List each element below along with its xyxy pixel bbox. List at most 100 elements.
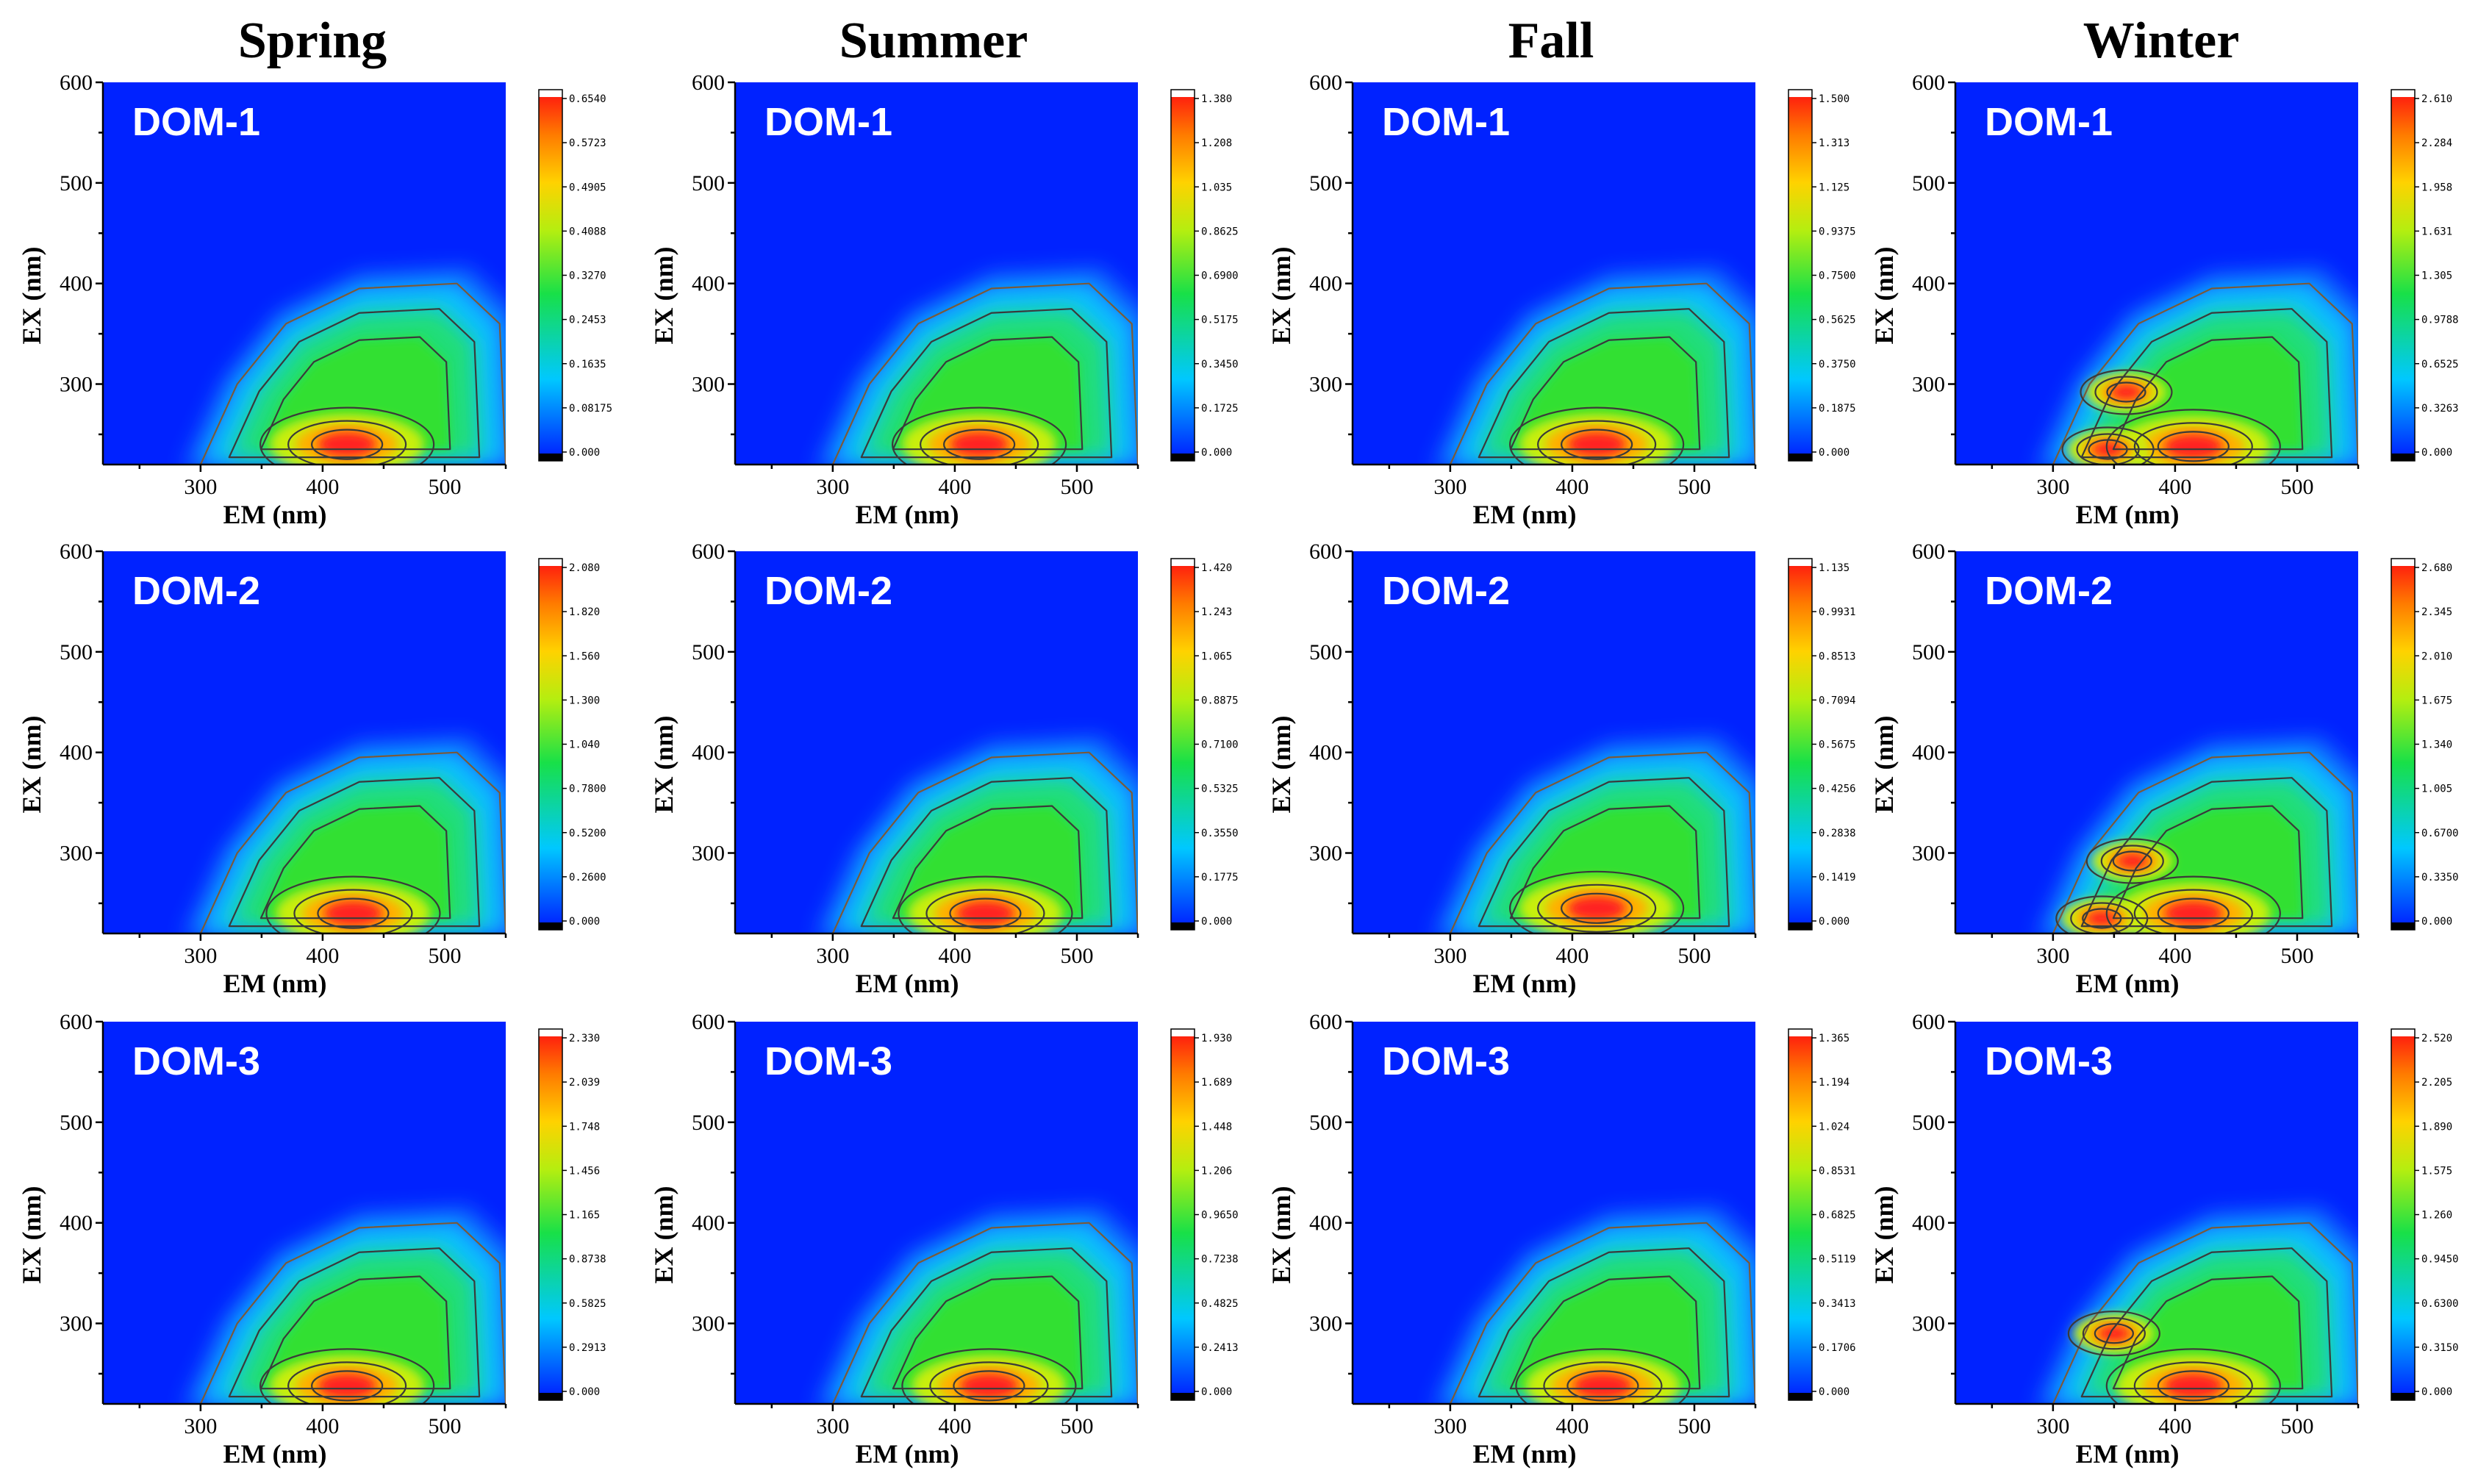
y-tick-label: 500: [1912, 171, 1945, 196]
contour-line: [2112, 850, 2152, 872]
contour-line: [831, 282, 1138, 465]
contour-line: [265, 875, 441, 933]
y-axis-title: EX (nm): [1869, 1186, 1899, 1284]
colorbar-label: 0.6300: [2421, 1298, 2459, 1310]
y-tick-label: 300: [1309, 1312, 1342, 1336]
contour-line: [2055, 895, 2149, 933]
colorbar-label: 0.8531: [1819, 1165, 1856, 1177]
colorbar-cap: [2391, 90, 2415, 97]
contour-line: [317, 897, 390, 929]
colorbar-gradient: [1171, 90, 1195, 461]
colorbar-label: 0.8625: [1201, 226, 1239, 237]
colorbar-gradient: [1171, 1029, 1195, 1400]
x-tick-label: 300: [184, 944, 217, 968]
x-tick-label: 500: [2280, 475, 2313, 499]
colorbar-label: 1.748: [569, 1121, 600, 1133]
contour-line: [860, 777, 1113, 928]
x-tick-label: 400: [1555, 475, 1589, 499]
colorbar-label: 0.8513: [1819, 650, 1856, 662]
y-tick-label: 400: [60, 272, 93, 296]
x-axis-title: EM (nm): [856, 1439, 959, 1469]
colorbar-label: 0.000: [1201, 1386, 1232, 1398]
colorbar-gradient: [1788, 90, 1812, 461]
contour-line: [259, 406, 435, 465]
x-axis-title: EM (nm): [2076, 500, 2180, 529]
x-tick-label: 300: [1433, 475, 1467, 499]
contour-line: [2105, 1348, 2281, 1404]
contour-line: [2112, 805, 2304, 920]
panel-label: DOM-2: [764, 569, 892, 613]
colorbar-gradient: [539, 90, 562, 461]
colorbar-label: 0.2913: [569, 1342, 606, 1354]
colorbar-label: 0.3550: [1201, 828, 1239, 839]
season-titles: Spring Summer Fall Winter: [238, 12, 2239, 69]
contour-line: [949, 897, 1022, 929]
contour-line: [2112, 1275, 2304, 1390]
y-tick-label: 600: [1309, 71, 1342, 95]
colorbar-label: 1.930: [1201, 1033, 1232, 1044]
y-tick-label: 400: [692, 1211, 725, 1236]
contour-line: [2082, 908, 2122, 929]
colorbar: 1.930 1.689 1.448 1.206 0.9650 0.7238 0.4825 0.…: [1170, 1028, 1239, 1401]
contour-line: [2157, 1370, 2230, 1402]
contour-line: [892, 805, 1084, 920]
peak-max: [2163, 434, 2223, 459]
colorbar-label: 0.1419: [1819, 872, 1856, 883]
colorbar-label: 0.6900: [1201, 270, 1239, 282]
colorbar-cap: [1788, 559, 1812, 566]
contour-line: [1449, 282, 1755, 465]
contour-line: [2133, 1361, 2253, 1404]
colorbar-label: 0.9650: [1201, 1210, 1239, 1222]
contour-line: [2100, 845, 2164, 878]
x-tick-label: 400: [938, 475, 971, 499]
y-tick-label: 500: [692, 1111, 725, 1135]
x-tick-label: 500: [1677, 944, 1711, 968]
colorbar-floor: [1171, 922, 1195, 930]
contour-line: [2080, 1247, 2333, 1398]
colorbar-label: 2.080: [569, 562, 600, 574]
contour-line: [860, 1247, 1113, 1398]
colorbar-label: 2.039: [569, 1077, 600, 1089]
colorbar-label: 0.3450: [1201, 359, 1239, 370]
contour-line: [860, 308, 1113, 459]
x-axis-title: EM (nm): [1473, 969, 1577, 998]
panel-summer-dom-2: 300 400 500 300 400 500 600 EM (nm) EX (nm) DOM-2…: [649, 540, 1239, 998]
panel-label: DOM-3: [1985, 1039, 2113, 1083]
y-tick-label: 300: [692, 1312, 725, 1336]
y-tick-label: 600: [692, 71, 725, 95]
colorbar-label: 1.631: [2421, 226, 2452, 237]
green-region: [1510, 1276, 1700, 1389]
colorbar-label: 1.165: [569, 1210, 600, 1222]
panel-summer-dom-1: 300 400 500 300 400 500 600 EM (nm) EX (nm) DOM-1…: [649, 71, 1239, 529]
x-tick-label: 400: [1555, 1414, 1589, 1438]
colorbar-gradient: [2391, 559, 2415, 930]
peak-max: [956, 900, 1015, 926]
contour-line: [2076, 433, 2140, 465]
panel-label: DOM-3: [132, 1039, 260, 1083]
x-tick-label: 500: [2280, 944, 2313, 968]
colorbar-label: 0.7500: [1819, 270, 1856, 282]
contour-line: [898, 875, 1073, 933]
y-tick-label: 300: [1912, 842, 1945, 866]
colorbar-label: 0.6540: [569, 93, 606, 105]
x-axis-title: EM (nm): [1473, 500, 1577, 529]
y-axis-title: EX (nm): [1869, 247, 1899, 345]
colorbar-label: 0.5200: [569, 828, 606, 839]
colorbar: 2.330 2.039 1.748 1.456 1.165 0.8738 0.5825 0.2…: [538, 1028, 606, 1401]
season-title-fall: Fall: [1508, 12, 1594, 69]
panel-winter-dom-3: 300 400 500 300 400 500 600 EM (nm) EX (nm) DOM-3…: [1869, 1010, 2459, 1469]
colorbar-label: 0.3270: [569, 270, 606, 282]
panel-label: DOM-2: [1985, 569, 2113, 613]
panel-label: DOM-2: [132, 569, 260, 613]
x-axis-title: EM (nm): [856, 969, 959, 998]
contour-line: [2112, 336, 2304, 451]
colorbar-label: 0.000: [1819, 1386, 1849, 1398]
contour-line: [259, 336, 451, 451]
colorbar-floor: [2391, 922, 2415, 930]
contour-line: [1509, 805, 1701, 920]
contour-lines: [199, 1222, 506, 1404]
colorbar-label: 2.680: [2421, 562, 2452, 574]
contour-line: [311, 429, 384, 460]
y-tick-label: 300: [60, 842, 93, 866]
contour-line: [920, 420, 1039, 465]
